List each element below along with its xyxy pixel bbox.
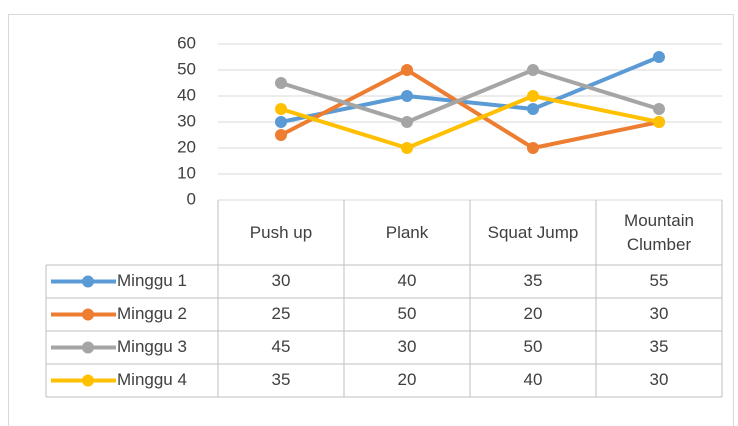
y-tick-label: 30	[177, 111, 196, 130]
category-label: Mountain Clumber	[624, 210, 694, 254]
data-point	[527, 64, 539, 76]
data-point	[527, 103, 539, 115]
legend-marker	[82, 341, 94, 354]
table-value: 30	[398, 337, 417, 356]
table-value: 25	[272, 304, 291, 323]
table-value: 40	[524, 370, 543, 389]
legend-label: Minggu 3	[117, 337, 187, 356]
table-value: 30	[650, 370, 669, 389]
table-value: 30	[272, 271, 291, 290]
data-point	[401, 142, 413, 154]
category-label: Push up	[249, 222, 313, 242]
data-point	[401, 116, 413, 128]
table-value: 55	[650, 271, 669, 290]
table-value: 50	[524, 337, 543, 356]
table-value: 20	[524, 304, 543, 323]
data-point	[275, 103, 287, 115]
data-point	[527, 142, 539, 154]
data-point	[653, 103, 665, 115]
table-value: 35	[524, 271, 543, 290]
series-line	[280, 55, 660, 124]
table-value: 40	[398, 271, 417, 290]
table-value: 30	[650, 304, 669, 323]
legend-label: Minggu 4	[117, 370, 187, 389]
table-value: 50	[398, 304, 417, 323]
data-point	[401, 64, 413, 76]
data-point	[275, 116, 287, 128]
table-value: 35	[272, 370, 291, 389]
chart-border	[8, 14, 734, 426]
data-point	[527, 90, 539, 102]
y-tick-label: 20	[177, 137, 196, 156]
series-line	[280, 68, 660, 124]
legend-marker	[82, 374, 94, 387]
category-label: Plank	[385, 222, 429, 242]
category-label: Squat Jump	[487, 222, 579, 242]
legend-marker	[82, 275, 94, 288]
table-value: 35	[650, 337, 669, 356]
table-value: 45	[272, 337, 291, 356]
data-point	[653, 51, 665, 63]
legend-label: Minggu 2	[117, 304, 187, 323]
data-point	[653, 116, 665, 128]
table-value: 20	[398, 370, 417, 389]
data-point	[275, 77, 287, 89]
data-point	[275, 129, 287, 141]
y-tick-label: 0	[187, 189, 196, 208]
y-tick-label: 10	[177, 163, 196, 182]
y-tick-label: 40	[177, 85, 196, 104]
legend-marker	[82, 308, 94, 321]
series-line	[280, 94, 660, 150]
y-tick-label: 60	[177, 33, 196, 52]
y-tick-label: 50	[177, 59, 196, 78]
data-point	[401, 90, 413, 102]
legend-label: Minggu 1	[117, 271, 187, 290]
